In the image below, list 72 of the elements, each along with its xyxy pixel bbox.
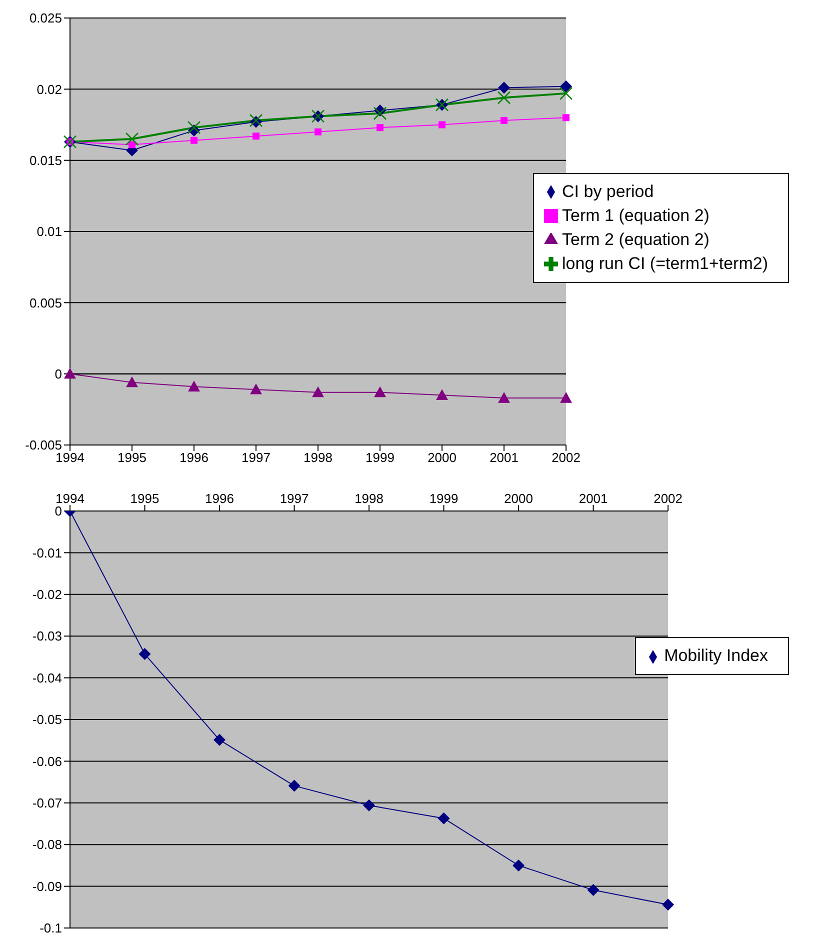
point (188, 380, 200, 392)
y-tick-label: -0.08 (32, 837, 62, 852)
point (314, 128, 322, 136)
point (374, 386, 386, 398)
point (559, 86, 573, 100)
x-tick-label: 1994 (56, 450, 84, 466)
x-tick-label: 2002 (654, 491, 683, 506)
y-tick-label: -0.1 (40, 920, 62, 936)
point (560, 392, 572, 403)
y-tick-label: 0.005 (29, 295, 62, 310)
y-tick-label: 0.01 (36, 224, 62, 240)
y-tick-label: -0.09 (32, 878, 62, 894)
legend-label: Term 2 (equation 2) (562, 230, 710, 248)
point (436, 389, 448, 400)
x-tick-label: 2001 (578, 491, 608, 506)
x-tick-label: 1998 (304, 450, 332, 466)
y-tick-label: 0.025 (29, 10, 62, 26)
point (128, 141, 136, 148)
point (187, 120, 201, 134)
x-tick-label: 2000 (504, 491, 534, 506)
point (587, 884, 600, 896)
point (373, 106, 387, 120)
legend-label: Mobility Index (664, 646, 768, 666)
y-tick-label: -0.06 (32, 754, 62, 769)
point (250, 383, 262, 394)
point (497, 91, 511, 104)
x-tick-label: 1999 (366, 450, 394, 466)
y-tick-label: -0.04 (32, 670, 62, 686)
point (560, 80, 572, 92)
point (438, 121, 446, 128)
x-tick-label: 2000 (428, 450, 456, 466)
point (498, 82, 510, 94)
x-tick-label: 1997 (242, 450, 270, 466)
y-tick-label: -0.02 (32, 587, 62, 602)
point (190, 136, 198, 144)
y-tick-label: 0 (54, 504, 62, 519)
x-tick-label: 1996 (180, 450, 208, 466)
point (138, 648, 151, 660)
y-tick-label: 0.02 (36, 82, 62, 97)
y-tick-label: -0.03 (32, 628, 62, 644)
legend-label: Term 1 (equation 2) (562, 206, 710, 224)
y-tick-label: 0.015 (29, 152, 62, 168)
x-tick-label: 1995 (118, 450, 146, 466)
legend-label: CI by period (562, 182, 654, 200)
point (562, 114, 570, 122)
x-tick-label: 1994 (56, 491, 84, 506)
x-tick-label: 1995 (130, 491, 160, 506)
y-tick-label: -0.07 (32, 796, 62, 811)
y-tick-label: 0 (54, 366, 62, 382)
x-tick-label: 1997 (280, 491, 309, 506)
y-tick-label: -0.01 (32, 545, 62, 560)
point (498, 392, 510, 403)
x-tick-label: 1999 (429, 491, 458, 506)
point (512, 859, 525, 872)
point (376, 124, 384, 132)
y-tick-label: -0.005 (25, 438, 62, 453)
x-tick-label: 1996 (205, 491, 234, 506)
point (312, 386, 324, 398)
x-tick-label: 2002 (552, 450, 580, 466)
y-tick-label: -0.05 (32, 712, 62, 728)
point (288, 780, 300, 792)
point (363, 799, 376, 812)
legend-label: long run CI (=term1+term2) (562, 254, 768, 272)
point (126, 376, 138, 388)
point (500, 116, 508, 124)
point (438, 812, 450, 824)
x-tick-label: 2001 (490, 450, 518, 466)
point (125, 132, 139, 146)
point (214, 734, 226, 746)
point (662, 898, 674, 911)
x-tick-label: 1998 (354, 491, 384, 506)
point (252, 132, 260, 140)
